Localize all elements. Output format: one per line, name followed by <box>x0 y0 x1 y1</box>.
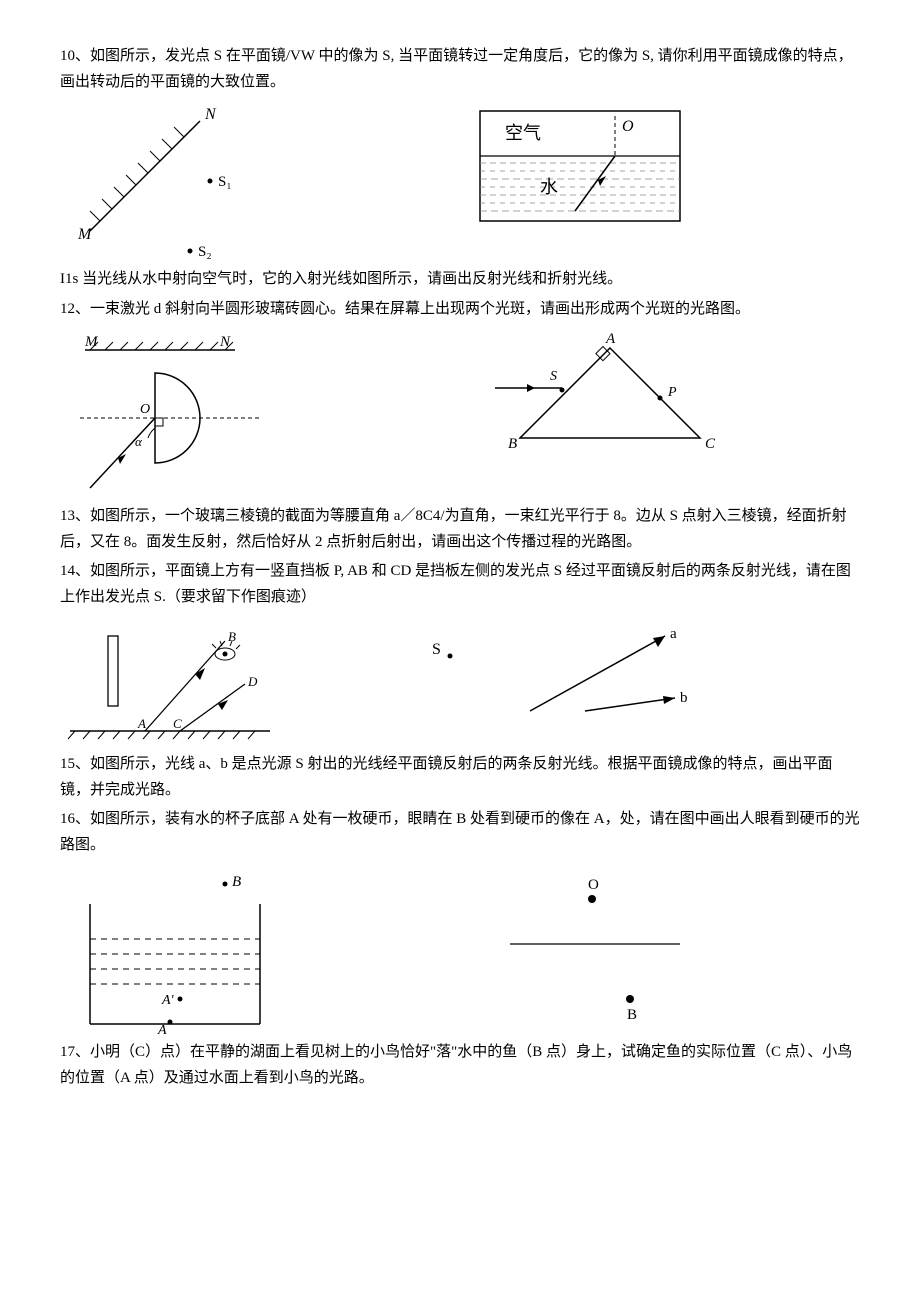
label-water: 水 <box>540 177 558 197</box>
label-n: N <box>219 334 231 350</box>
label-b: B <box>627 1007 637 1023</box>
label-b: b <box>680 690 688 706</box>
label-c: C <box>173 716 182 731</box>
label-s2: S₂ <box>198 244 212 260</box>
question-16-text: 16、如图所示，装有水的杯子底部 A 处有一枚硬币，眼睛在 B 处看到硬币的像在… <box>60 807 860 858</box>
q10-fig-water: 空气 水 O <box>470 101 690 231</box>
label-alpha: α <box>135 434 143 449</box>
question-11-text: I1s 当光线从水中射向空气时，它的入射光线如图所示，请画出反射光线和折射光线。 <box>60 267 860 293</box>
label-s: S <box>550 369 557 384</box>
q16-fig-lake: O B <box>480 864 700 1034</box>
question-15-text: 15、如图所示，光线 a、b 是点光源 S 射出的光线经平面镜反射后的两条反射光… <box>60 752 860 803</box>
label-s1: S₁ <box>218 174 232 190</box>
label-b: B <box>232 874 241 890</box>
question-17-text: 17、小明（C）点）在平静的湖面上看见树上的小鸟恰好"落"水中的鱼（B 点）身上… <box>60 1040 860 1091</box>
label-p: P <box>667 385 677 400</box>
q14-fig-mirror-baffle: A B C D <box>60 616 280 746</box>
label-o: O <box>140 402 150 417</box>
label-o: O <box>622 118 634 135</box>
q12-fig-triangle: A B C S P <box>480 328 740 458</box>
q10-fig-mirror: N M S₁ S₂ <box>60 101 270 261</box>
label-c: C <box>705 436 716 452</box>
q14-fig-point-s-reflected: S a b <box>410 616 710 746</box>
question-12-figures: M N O α <box>60 328 860 498</box>
q16-fig-cup: B A' A <box>60 864 300 1034</box>
label-b: B <box>508 436 517 452</box>
label-n: N <box>204 106 217 123</box>
question-12-text: 12、一束激光 d 斜射向半圆形玻璃砖圆心。结果在屏幕上出现两个光斑，请画出形成… <box>60 297 860 323</box>
label-a: A <box>605 331 616 347</box>
label-s: S <box>432 641 441 658</box>
q12-fig-semicircle: M N O α <box>60 328 280 498</box>
question-16-figures: B A' A O B <box>60 864 860 1034</box>
question-14-figures: A B C D S a b <box>60 616 860 746</box>
question-14-text: 14、如图所示，平面镜上方有一竖直挡板 P, AB 和 CD 是挡板左侧的发光点… <box>60 559 860 610</box>
label-aprime: A' <box>161 993 175 1008</box>
label-o: O <box>588 877 599 893</box>
label-a: a <box>670 626 677 642</box>
label-air: 空气 <box>505 123 541 143</box>
label-d: D <box>247 674 258 689</box>
label-m: M <box>84 334 99 350</box>
question-10-text: 10、如图所示，发光点 S 在平面镜/VW 中的像为 S, 当平面镜转过一定角度… <box>60 44 860 95</box>
label-a: A <box>157 1023 167 1034</box>
question-13-text: 13、如图所示，一个玻璃三棱镜的截面为等腰直角 a／8C4/为直角，一束红光平行… <box>60 504 860 555</box>
label-m: M <box>77 226 93 243</box>
question-10-figures: N M S₁ S₂ 空气 水 <box>60 101 860 261</box>
label-a: A <box>137 716 146 731</box>
